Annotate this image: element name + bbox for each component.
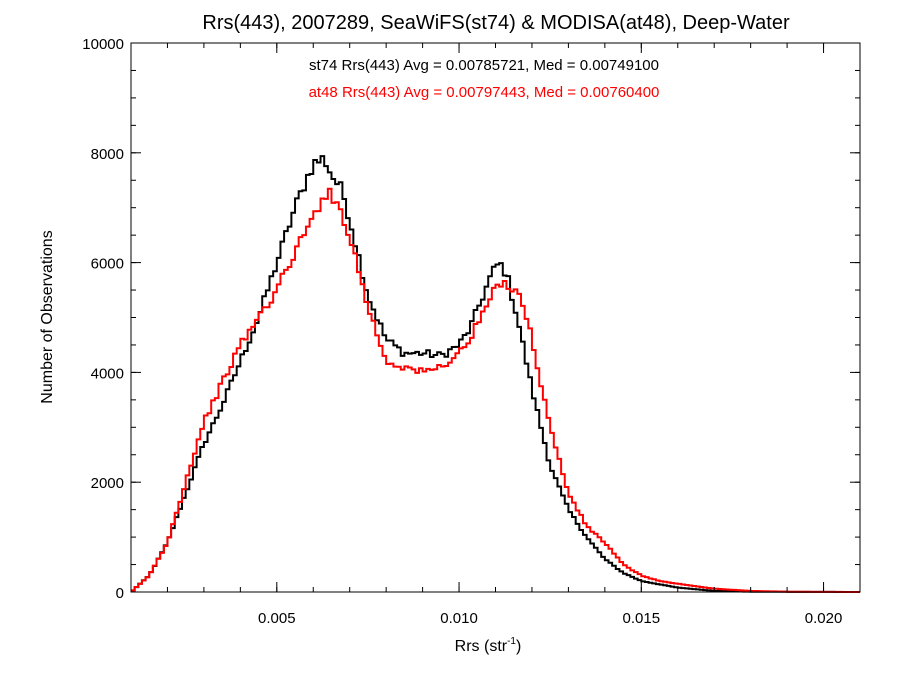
- x-axis-label-superscript: -1: [507, 636, 516, 647]
- legend-annotation-at48: at48 Rrs(443) Avg = 0.00797443, Med = 0.…: [309, 84, 660, 101]
- x-axis-label: Rrs (str-1): [455, 636, 522, 655]
- x-tick-label: 0.015: [623, 610, 661, 627]
- x-tick-label: 0.020: [805, 610, 843, 627]
- series-line-0: [131, 155, 860, 593]
- series-line-1: [131, 187, 860, 593]
- y-tick-label: 4000: [91, 365, 124, 382]
- x-tick-label: 0.005: [258, 610, 296, 627]
- x-axis-label-close: ): [516, 638, 521, 655]
- y-tick-label: 2000: [91, 475, 124, 492]
- y-axis-label: Number of Observations: [39, 230, 56, 403]
- ticks-layer: 0.005 0.010 0.015 0.020 0 2000 4000 6000 8000 100…: [82, 36, 861, 627]
- series-layer: [131, 155, 860, 593]
- y-tick-label: 10000: [82, 36, 124, 53]
- x-tick-label: 0.010: [440, 610, 478, 627]
- x-axis-label-main: Rrs (str: [455, 638, 508, 655]
- legend-annotation-st74: st74 Rrs(443) Avg = 0.00785721, Med = 0.…: [309, 57, 659, 74]
- y-tick-label: 0: [116, 585, 124, 602]
- y-tick-label: 8000: [91, 146, 124, 163]
- plot-frame: [130, 42, 861, 593]
- y-tick-label: 6000: [91, 256, 124, 273]
- chart-title: Rrs(443), 2007289, SeaWiFS(st74) & MODIS…: [202, 12, 790, 34]
